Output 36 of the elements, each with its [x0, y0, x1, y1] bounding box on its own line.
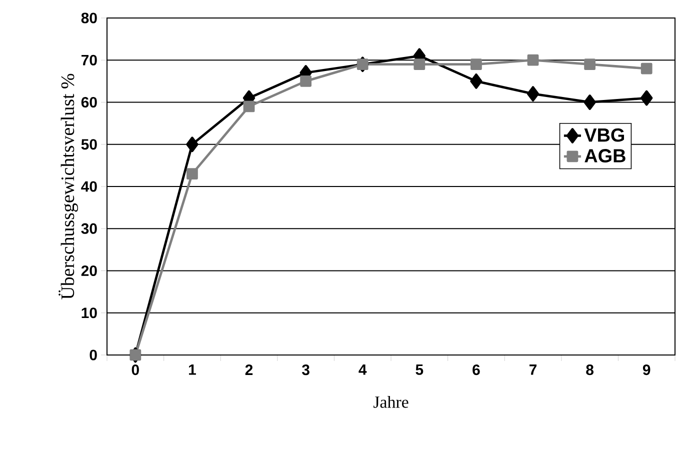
point [584, 58, 596, 70]
y-tick-label: 60 [81, 96, 97, 108]
y-tick-label: 70 [82, 54, 97, 66]
x-axis-title: Jahre [374, 396, 408, 408]
point [186, 136, 198, 152]
x-tick-label: 3 [302, 364, 310, 376]
point [526, 86, 540, 102]
y-tick-label: 80 [81, 12, 97, 24]
y-tick-label: 20 [81, 265, 97, 276]
x-tick-label: 8 [586, 364, 594, 376]
x-tick-label: 1 [188, 364, 196, 375]
point [527, 54, 539, 66]
x-tick-label: 2 [245, 364, 253, 375]
y-axis-title: Überschussgewichtsverlust % [58, 74, 78, 300]
point [584, 94, 596, 110]
x-tick-label: 9 [642, 364, 650, 376]
x-tick-label: 6 [472, 364, 480, 376]
point [300, 75, 312, 87]
y-tick-label: 30 [81, 223, 97, 234]
point [640, 90, 653, 106]
point [470, 73, 482, 89]
point [470, 58, 482, 70]
point [640, 62, 652, 74]
legend-label: AGB [584, 149, 626, 162]
legend-label: VBG [584, 128, 624, 142]
x-tick-label: 4 [358, 364, 367, 375]
x-tick-label: 5 [416, 364, 424, 375]
y-tick-label: 40 [81, 181, 97, 192]
point [243, 100, 255, 112]
y-tick-label: 10 [82, 308, 97, 318]
x-tick-label: 0 [132, 364, 139, 376]
point [414, 58, 426, 70]
x-tick-label: 7 [529, 364, 537, 375]
y-tick-label: 0 [90, 350, 97, 360]
point [186, 168, 198, 180]
y-tick-label: 50 [81, 139, 97, 150]
